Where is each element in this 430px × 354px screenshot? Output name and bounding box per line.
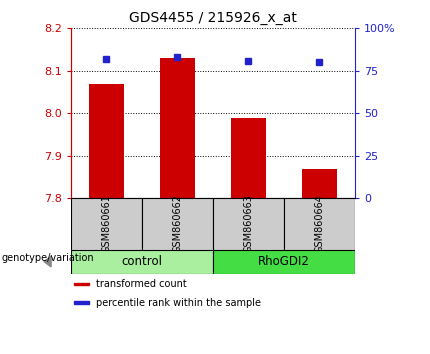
Bar	[160, 58, 195, 198]
Bar	[74, 282, 89, 285]
Bar	[284, 198, 355, 250]
Text: GSM860661: GSM860661	[101, 194, 111, 253]
Text: RhoGDI2: RhoGDI2	[258, 255, 310, 268]
Bar	[142, 198, 213, 250]
Polygon shape	[44, 256, 51, 267]
Bar	[71, 198, 142, 250]
Text: GSM860663: GSM860663	[243, 194, 253, 253]
Bar	[230, 118, 266, 198]
Bar	[71, 250, 213, 274]
Text: genotype/variation: genotype/variation	[1, 253, 94, 263]
Text: transformed count: transformed count	[96, 279, 187, 289]
Bar	[89, 84, 124, 198]
Bar	[301, 169, 337, 198]
Text: GSM860662: GSM860662	[172, 194, 182, 253]
Title: GDS4455 / 215926_x_at: GDS4455 / 215926_x_at	[129, 11, 297, 24]
Text: percentile rank within the sample: percentile rank within the sample	[96, 298, 261, 308]
Bar	[74, 301, 89, 304]
Text: control: control	[121, 255, 163, 268]
Text: GSM860664: GSM860664	[314, 194, 324, 253]
Bar	[213, 198, 284, 250]
Bar	[213, 250, 355, 274]
